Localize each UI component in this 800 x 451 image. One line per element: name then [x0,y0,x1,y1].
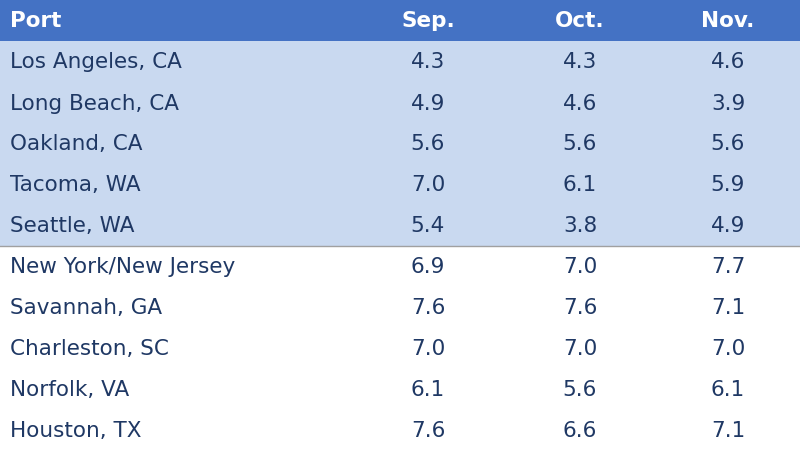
Text: 4.6: 4.6 [711,52,745,72]
Text: 5.6: 5.6 [711,134,745,154]
Text: Sep.: Sep. [401,11,455,31]
Text: 5.9: 5.9 [711,175,745,195]
Text: 6.1: 6.1 [711,380,745,400]
Text: 3.9: 3.9 [711,93,745,113]
Bar [0,206,800,246]
Bar [0,42,800,83]
Text: Nov.: Nov. [702,11,754,31]
Text: 4.3: 4.3 [411,52,445,72]
Text: 7.6: 7.6 [411,298,445,318]
Text: 5.6: 5.6 [411,134,445,154]
Bar [0,287,800,328]
Text: 7.0: 7.0 [563,339,597,359]
Text: 6.6: 6.6 [563,421,597,441]
Text: 6.9: 6.9 [411,257,445,277]
Text: Tacoma, WA: Tacoma, WA [10,175,141,195]
Text: 4.3: 4.3 [563,52,597,72]
Text: 7.1: 7.1 [711,421,745,441]
Text: Oct.: Oct. [555,11,605,31]
Text: 7.6: 7.6 [411,421,445,441]
Text: 3.8: 3.8 [563,216,597,236]
Text: 7.0: 7.0 [563,257,597,277]
Text: 7.0: 7.0 [411,175,445,195]
Text: Long Beach, CA: Long Beach, CA [10,93,179,113]
Bar [0,165,800,206]
Text: Seattle, WA: Seattle, WA [10,216,134,236]
Text: 4.9: 4.9 [711,216,745,236]
Bar [0,0,800,42]
Bar [0,246,800,287]
Bar [0,369,800,410]
Text: Port: Port [10,11,62,31]
Bar [0,124,800,165]
Text: 7.1: 7.1 [711,298,745,318]
Text: 5.6: 5.6 [563,380,597,400]
Text: 7.0: 7.0 [411,339,445,359]
Text: 7.6: 7.6 [563,298,597,318]
Text: 7.0: 7.0 [711,339,745,359]
Bar [0,83,800,124]
Text: New York/New Jersey: New York/New Jersey [10,257,235,277]
Text: Los Angeles, CA: Los Angeles, CA [10,52,182,72]
Bar [0,410,800,451]
Text: Savannah, GA: Savannah, GA [10,298,162,318]
Text: Norfolk, VA: Norfolk, VA [10,380,130,400]
Text: 7.7: 7.7 [711,257,745,277]
Text: 5.4: 5.4 [411,216,445,236]
Text: Charleston, SC: Charleston, SC [10,339,169,359]
Bar [0,328,800,369]
Text: Oakland, CA: Oakland, CA [10,134,142,154]
Text: 6.1: 6.1 [411,380,445,400]
Text: Houston, TX: Houston, TX [10,421,142,441]
Text: 4.6: 4.6 [563,93,597,113]
Text: 4.9: 4.9 [411,93,445,113]
Text: 5.6: 5.6 [563,134,597,154]
Text: 6.1: 6.1 [563,175,597,195]
